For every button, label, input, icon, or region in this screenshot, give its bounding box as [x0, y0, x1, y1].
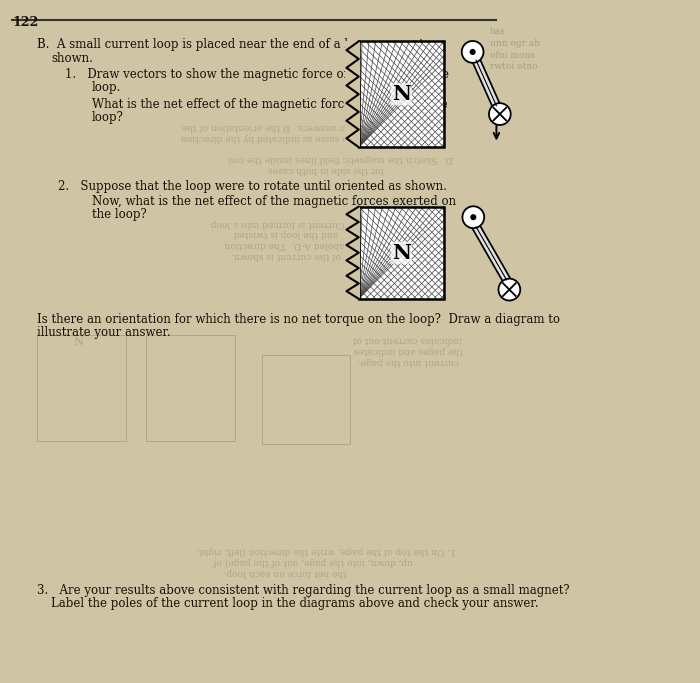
- Text: and the loop is twisted: and the loop is twisted: [233, 229, 338, 238]
- Text: shown.: shown.: [51, 52, 93, 65]
- Bar: [358, 206, 444, 299]
- Bar: [345, 41, 360, 148]
- Text: Label the poles of the current loop in the diagrams above and check your answer.: Label the poles of the current loop in t…: [51, 597, 538, 610]
- Bar: [345, 206, 360, 299]
- Text: has: has: [489, 27, 505, 36]
- Text: 122: 122: [12, 16, 38, 29]
- Bar: [358, 41, 444, 148]
- Text: up, down, into the page, out of the page) of: up, down, into the page, out of the page…: [213, 557, 412, 566]
- Text: loop?: loop?: [92, 111, 124, 124]
- Circle shape: [470, 214, 477, 220]
- Text: 2.   Suppose that the loop were to rotate until oriented as shown.: 2. Suppose that the loop were to rotate …: [58, 180, 447, 193]
- Text: ofni mons: ofni mons: [489, 51, 535, 59]
- Text: current into the page.: current into the page.: [357, 357, 458, 365]
- Text: loop is the same as indicated by the direction: loop is the same as indicated by the dir…: [181, 133, 390, 141]
- Circle shape: [489, 103, 511, 125]
- Text: What is the net effect of the magnetic forces exerted on the: What is the net effect of the magnetic f…: [92, 98, 447, 111]
- Text: 1. On the top of the page, write the direction (left, right,: 1. On the top of the page, write the dir…: [197, 546, 456, 555]
- Text: D.  Sketch the magnetic field lines inside the coil: D. Sketch the magnetic field lines insid…: [228, 154, 453, 163]
- Bar: [358, 41, 444, 148]
- Text: 3.   Are your results above consistent with regarding the current loop as a smal: 3. Are your results above consistent wit…: [37, 584, 570, 597]
- Text: for the side in both cases: for the side in both cases: [269, 165, 384, 173]
- Text: N: N: [392, 84, 411, 104]
- Text: unn egr ah: unn egr ah: [489, 39, 540, 48]
- Text: B.  Current is formed into a loop: B. Current is formed into a loop: [211, 219, 360, 227]
- Text: N: N: [392, 242, 411, 263]
- Bar: [262, 355, 350, 444]
- Text: labeled A-D.  The direction: labeled A-D. The direction: [224, 240, 347, 249]
- Circle shape: [498, 279, 520, 301]
- Bar: [37, 335, 126, 441]
- Text: rwtoi otno: rwtoi otno: [489, 62, 538, 71]
- Text: indicates current out of: indicates current out of: [354, 335, 463, 344]
- Circle shape: [470, 49, 476, 55]
- Circle shape: [462, 41, 484, 63]
- Text: illustrate your answer.: illustrate your answer.: [37, 326, 171, 339]
- Text: the net force on each loop.: the net force on each loop.: [224, 568, 347, 577]
- Bar: [358, 206, 444, 299]
- Text: loop.: loop.: [92, 81, 121, 94]
- Text: Now, what is the net effect of the magnetic forces exerted on: Now, what is the net effect of the magne…: [92, 195, 456, 208]
- Text: 1.   Draw vectors to show the magnetic force on each side of the: 1. Draw vectors to show the magnetic for…: [64, 68, 449, 81]
- Text: B.  A small current loop is placed near the end of a large magnet as: B. A small current loop is placed near t…: [37, 38, 441, 51]
- Text: check your answers.  If the orientation of the: check your answers. If the orientation o…: [181, 122, 390, 130]
- Text: the pages and indicates: the pages and indicates: [354, 346, 463, 354]
- Bar: [146, 335, 234, 441]
- Text: of the current is shown.: of the current is shown.: [230, 251, 341, 260]
- Text: Is there an orientation for which there is no net torque on the loop?  Draw a di: Is there an orientation for which there …: [37, 313, 561, 326]
- Circle shape: [463, 206, 484, 228]
- Text: N: N: [73, 336, 83, 347]
- Text: the loop?: the loop?: [92, 208, 146, 221]
